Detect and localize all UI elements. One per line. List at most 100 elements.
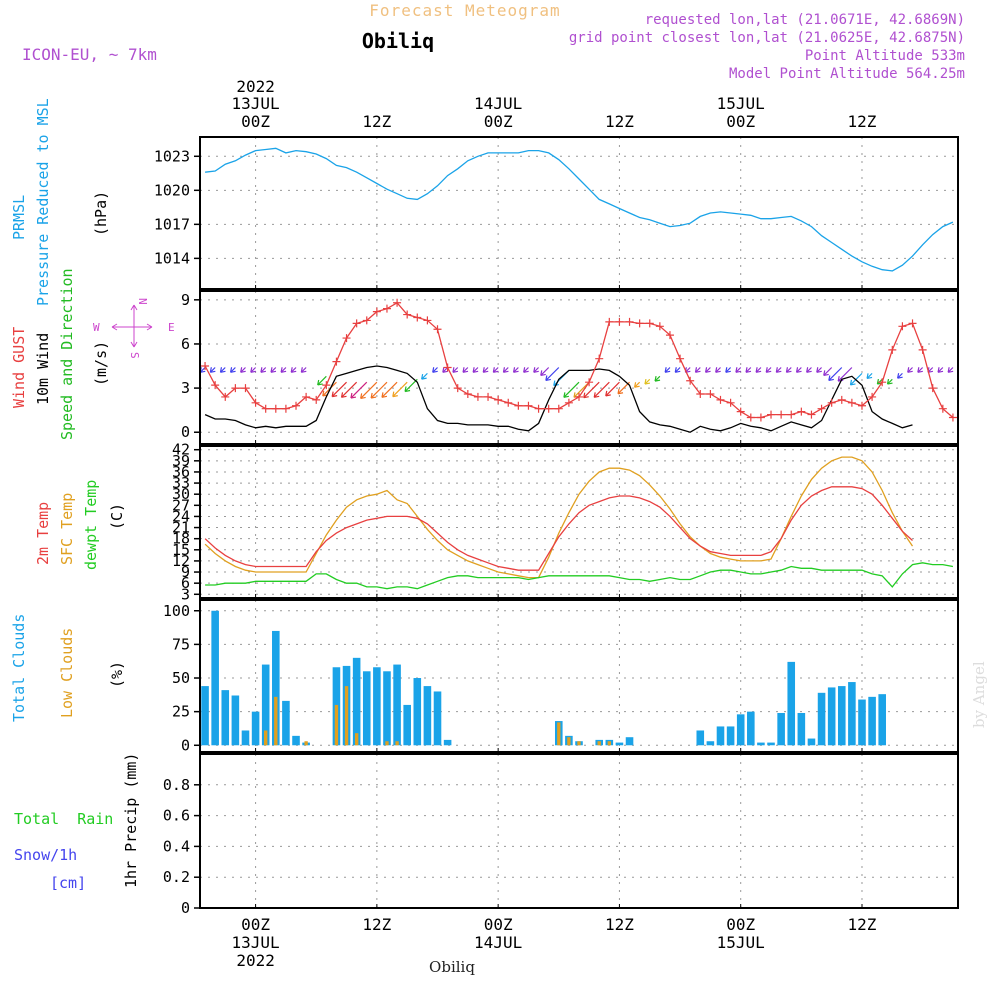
wind-gust-point — [938, 404, 947, 413]
total-cloud-bar — [797, 712, 806, 746]
wind-direction-arrow — [828, 367, 843, 382]
arrow-shaft — [545, 367, 560, 381]
y-tick-label: 36 — [172, 463, 190, 481]
arrow-head — [523, 367, 529, 373]
wind-gust-point — [473, 392, 482, 401]
arrow-shaft — [644, 378, 651, 385]
wind-direction-arrow — [765, 367, 772, 373]
y-tick-label: 0.2 — [163, 868, 190, 886]
arrow-shaft — [715, 367, 721, 373]
arrow-shaft — [523, 367, 529, 373]
arrow-shaft — [472, 367, 479, 373]
pressure-unit: (hPa) — [92, 191, 110, 236]
arrow-shaft — [209, 367, 216, 373]
wind-gust-point — [433, 325, 442, 334]
arrow-head — [583, 392, 589, 399]
total-cloud-bar — [716, 726, 725, 746]
wind-direction-arrow — [715, 367, 721, 373]
x-label-date-bottom: 14JUL — [474, 933, 522, 952]
total-cloud-bar — [777, 712, 785, 746]
wind-gust-point — [736, 407, 745, 416]
arrow-shaft — [250, 367, 257, 373]
gridpoint-coords: grid point closest lon,lat (21.0625E, 42… — [569, 30, 965, 46]
wind-gust-point — [564, 398, 573, 407]
wind-gust-point — [261, 404, 270, 413]
wind-gust-point — [787, 410, 796, 419]
arrow-head — [290, 367, 297, 373]
wind-gust-point — [827, 398, 836, 407]
model-label: ICON-EU, ~ 7km — [22, 45, 157, 64]
y-tick-label: 0.6 — [163, 807, 190, 825]
wind-direction-arrow — [725, 367, 732, 373]
total-cloud-bar — [625, 737, 634, 746]
arrow-shaft — [404, 378, 418, 392]
wind-direction-arrow — [432, 367, 438, 373]
panel-frame — [199, 290, 959, 445]
arrow-shaft — [260, 367, 267, 373]
arrow-shaft — [300, 367, 307, 373]
arrow-shaft — [674, 367, 681, 373]
wind-gust-point — [635, 319, 644, 328]
total-cloud-bar — [251, 711, 260, 746]
arrow-head — [563, 392, 569, 398]
y-tick-label: 21 — [172, 519, 190, 537]
requested-coords: requested lon,lat (21.0671E, 42.6869N) — [645, 12, 965, 28]
arrow-shaft — [503, 367, 509, 373]
low-cloud-bar — [607, 741, 611, 746]
wind-direction-arrow — [317, 375, 327, 386]
x-label-time-top: 12Z — [848, 112, 877, 131]
wind-direction-arrow — [381, 381, 398, 398]
arrow-head — [775, 367, 782, 373]
total-cloud-bar — [211, 610, 219, 746]
arrow-shaft — [850, 372, 863, 386]
wind-gust-point — [898, 322, 907, 331]
wind-direction-arrow — [452, 367, 459, 373]
total-cloud-bar — [272, 630, 280, 746]
wind-direction-arrow — [492, 367, 499, 373]
arrow-shaft — [796, 367, 802, 373]
y-tick-label: 18 — [172, 530, 190, 548]
total-cloud-bar — [878, 694, 886, 746]
wind-direction-arrow — [674, 367, 681, 373]
wind-direction-arrow — [795, 367, 802, 373]
wind-gust-point — [484, 392, 493, 401]
y-tick-label: 1020 — [154, 181, 190, 199]
wind-direction-arrow — [816, 367, 822, 373]
arrow-head — [907, 367, 913, 373]
wind-direction-arrow — [785, 367, 792, 373]
arrow-head — [404, 386, 411, 393]
wind-direction-arrow — [664, 367, 671, 373]
wind-direction-arrow — [404, 378, 418, 393]
arrow-head — [715, 367, 721, 373]
x-label-year-bottom: 2022 — [236, 951, 275, 970]
arrow-head — [462, 367, 469, 373]
wind-gust-point — [665, 331, 674, 340]
wind-gust-point — [524, 401, 533, 410]
arrow-shaft — [392, 381, 408, 398]
total-cloud-bar — [443, 739, 452, 746]
wind-gust-point — [878, 378, 887, 387]
wind-direction-arrow — [745, 367, 752, 373]
arrow-shaft — [240, 367, 246, 373]
wind-direction-arrow — [280, 367, 287, 373]
wind-gust-point — [241, 384, 250, 393]
x-label-date-top: 13JUL — [232, 94, 280, 113]
wind-gust-point — [504, 398, 513, 407]
arrow-shaft — [583, 381, 600, 399]
x-label-date-bottom: 13JUL — [232, 933, 280, 952]
total-cloud-bar — [837, 686, 846, 746]
svg-text:N: N — [136, 298, 149, 305]
arrow-head — [240, 367, 246, 373]
arrow-shaft — [823, 367, 833, 376]
y-tick-label: 6 — [181, 574, 190, 592]
arrow-head — [392, 391, 398, 398]
arrow-head — [937, 367, 944, 373]
arrow-shaft — [540, 367, 550, 376]
wind-direction-arrow — [654, 375, 661, 382]
wind-gust-point — [908, 319, 917, 328]
total-cloud-bar — [757, 742, 765, 746]
wind-direction-arrow — [866, 372, 873, 380]
arrow-shaft — [462, 367, 469, 373]
y-tick-label: 3 — [181, 585, 190, 603]
